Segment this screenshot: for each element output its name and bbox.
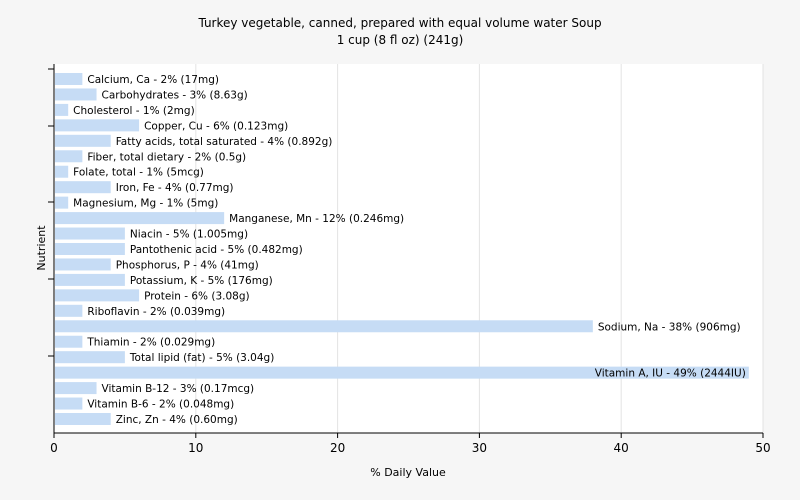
bar bbox=[55, 134, 111, 147]
bar bbox=[55, 397, 83, 410]
bar bbox=[55, 413, 111, 425]
bar bbox=[55, 196, 69, 209]
bar-label: Riboflavin - 2% (0.039mg) bbox=[87, 306, 225, 318]
bar-label: Potassium, K - 5% (176mg) bbox=[130, 275, 273, 287]
x-tick-label: 50 bbox=[755, 441, 770, 455]
x-tick-label: 30 bbox=[472, 441, 487, 455]
bar bbox=[55, 289, 140, 302]
bar bbox=[55, 227, 125, 240]
bar bbox=[55, 273, 125, 286]
x-tick-label: 0 bbox=[50, 441, 58, 455]
bar bbox=[55, 258, 111, 271]
bar-label: Magnesium, Mg - 1% (5mg) bbox=[73, 198, 218, 210]
y-axis-label: Nutrient bbox=[35, 225, 48, 271]
bar-label: Vitamin B-6 - 2% (0.048mg) bbox=[87, 399, 234, 411]
bar-label: Sodium, Na - 38% (906mg) bbox=[598, 321, 741, 333]
bar-label: Thiamin - 2% (0.029mg) bbox=[86, 337, 215, 349]
bar-label: Protein - 6% (3.08g) bbox=[144, 290, 250, 302]
chart-subtitle: 1 cup (8 fl oz) (241g) bbox=[337, 33, 464, 47]
x-tick-label: 10 bbox=[188, 441, 203, 455]
bar-label: Pantothenic acid - 5% (0.482mg) bbox=[130, 244, 303, 256]
bar-label: Cholesterol - 1% (2mg) bbox=[73, 105, 194, 117]
bar-label: Fatty acids, total saturated - 4% (0.892… bbox=[116, 136, 333, 148]
bar bbox=[55, 320, 593, 333]
bar-label: Niacin - 5% (1.005mg) bbox=[130, 229, 248, 241]
bar-label: Zinc, Zn - 4% (0.60mg) bbox=[116, 414, 238, 426]
bar-label: Phosphorus, P - 4% (41mg) bbox=[116, 259, 259, 271]
bar-layer: Calcium, Ca - 2% (17mg) Carbohydrates - 3… bbox=[55, 73, 749, 426]
bar-label: Folate, total - 1% (5mcg) bbox=[73, 167, 204, 179]
bar bbox=[55, 103, 69, 116]
bar-label: Iron, Fe - 4% (0.77mg) bbox=[116, 182, 234, 194]
bar bbox=[55, 119, 140, 132]
bar-label: Vitamin B-12 - 3% (0.17mcg) bbox=[102, 383, 255, 395]
bar bbox=[55, 181, 111, 194]
x-tick-label: 20 bbox=[330, 441, 345, 455]
bar-label: Vitamin A, IU - 49% (2444IU) bbox=[595, 368, 746, 380]
bar bbox=[55, 382, 97, 395]
bar bbox=[55, 73, 83, 85]
bar bbox=[55, 88, 97, 101]
bar bbox=[55, 165, 69, 178]
bar bbox=[55, 351, 125, 364]
bar-label: Calcium, Ca - 2% (17mg) bbox=[87, 74, 219, 86]
bar-label: Total lipid (fat) - 5% (3.04g) bbox=[129, 352, 274, 364]
x-axis-label: % Daily Value bbox=[370, 466, 446, 479]
bar bbox=[55, 150, 83, 163]
bar bbox=[55, 212, 225, 225]
bar-label: Copper, Cu - 6% (0.123mg) bbox=[144, 120, 288, 132]
bar-label: Manganese, Mn - 12% (0.246mg) bbox=[229, 213, 404, 225]
bar-label: Fiber, total dietary - 2% (0.5g) bbox=[87, 151, 246, 163]
axis-layer: 0 10 20 30 40 50 bbox=[48, 64, 771, 455]
bar bbox=[55, 366, 749, 379]
bar-label: Carbohydrates - 3% (8.63g) bbox=[102, 89, 248, 101]
bar bbox=[55, 304, 83, 317]
x-tick-label: 40 bbox=[614, 441, 629, 455]
bar bbox=[55, 243, 125, 255]
chart-title: Turkey vegetable, canned, prepared with … bbox=[197, 16, 601, 30]
bar bbox=[55, 335, 83, 348]
